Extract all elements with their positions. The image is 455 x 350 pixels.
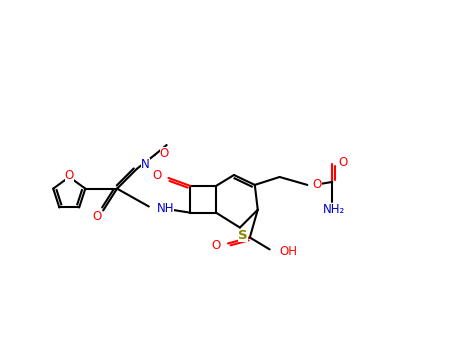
Text: O: O	[312, 178, 322, 191]
Text: O: O	[212, 239, 221, 252]
Text: OH: OH	[279, 245, 298, 258]
Text: O: O	[160, 147, 169, 160]
Text: S: S	[238, 229, 248, 242]
Text: NH: NH	[157, 202, 174, 215]
Text: NH₂: NH₂	[323, 203, 345, 216]
Text: O: O	[152, 169, 162, 182]
Text: N: N	[141, 158, 150, 172]
Text: O: O	[65, 169, 74, 182]
Text: O: O	[92, 210, 102, 223]
Text: O: O	[338, 156, 347, 169]
